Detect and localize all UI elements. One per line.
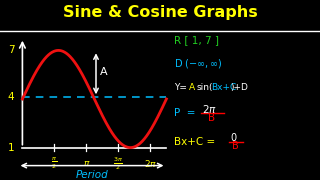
Text: $\frac{\pi}{2}$: $\frac{\pi}{2}$: [52, 156, 57, 171]
Text: B: B: [232, 141, 239, 151]
Text: R [ 1, 7 ]: R [ 1, 7 ]: [174, 35, 220, 45]
Text: sin(: sin(: [196, 83, 213, 92]
Text: D $(-\infty,\infty)$: D $(-\infty,\infty)$: [174, 57, 223, 70]
Text: 7: 7: [8, 45, 14, 55]
Text: Bx+C: Bx+C: [211, 83, 236, 92]
Text: A: A: [100, 67, 108, 77]
Text: 4: 4: [8, 92, 14, 102]
Text: B: B: [208, 113, 215, 123]
Text: $\pi$: $\pi$: [83, 159, 90, 168]
Text: Bx+C =: Bx+C =: [174, 137, 216, 147]
Text: Period: Period: [76, 170, 108, 180]
Text: A: A: [189, 83, 195, 92]
Text: $2\pi$: $2\pi$: [202, 103, 217, 115]
Text: Y=: Y=: [174, 83, 187, 92]
Text: P  =: P =: [174, 108, 196, 118]
Text: Sine & Cosine Graphs: Sine & Cosine Graphs: [63, 5, 257, 20]
Text: )+D: )+D: [230, 83, 248, 92]
Text: $2\pi$: $2\pi$: [144, 158, 157, 169]
Text: 0: 0: [230, 133, 236, 143]
Text: 1: 1: [8, 143, 14, 153]
Text: $\frac{3\pi}{2}$: $\frac{3\pi}{2}$: [113, 156, 124, 172]
